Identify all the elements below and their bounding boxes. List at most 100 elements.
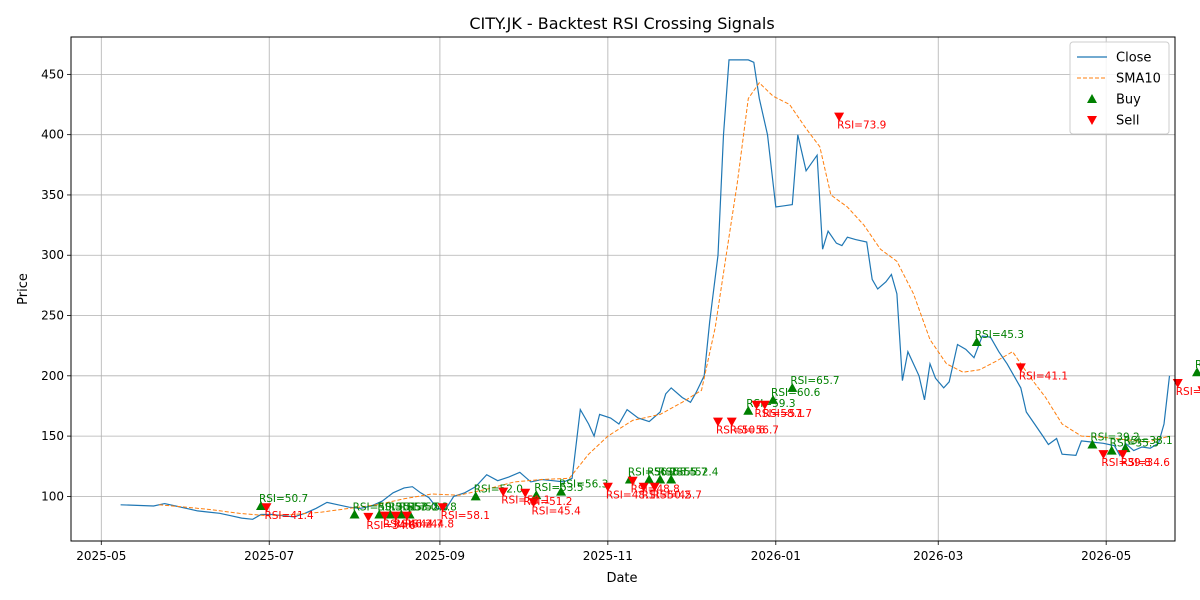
buy-marker <box>396 509 407 519</box>
buy-label: RSI=54.0 <box>1195 359 1200 371</box>
sell-label: RSI=51.1 <box>501 495 550 507</box>
legend-box <box>1069 41 1170 135</box>
buy-marker <box>1120 443 1131 453</box>
sell-label: RSI=57.7 <box>763 408 812 420</box>
x-tick-label: 2026-03 <box>913 549 963 563</box>
buy-marker <box>787 382 798 392</box>
plot-frame <box>70 36 1176 542</box>
buy-marker <box>255 501 266 511</box>
sell-label: RSI=41.4 <box>264 510 314 522</box>
sell-marker <box>834 112 845 122</box>
grid-lines <box>71 37 1175 541</box>
sell-label: RSI=50.2 <box>642 490 691 502</box>
buy-marker <box>971 337 982 347</box>
series-close-line <box>120 59 1171 520</box>
y-tick-label: 250 <box>41 309 64 323</box>
legend-label-sell: Sell <box>1116 114 1139 129</box>
buy-marker <box>349 509 360 519</box>
buy-label: RSI=38.1 <box>1123 435 1172 447</box>
x-tick-label: 2025-11 <box>583 549 633 563</box>
buy-label: RSI=56.3 <box>559 479 608 491</box>
sell-marker <box>638 482 649 492</box>
buy-marker <box>556 486 567 496</box>
buy-label: RSI=52.0 <box>474 483 523 495</box>
sell-label: RSI=51.2 <box>1176 386 1200 398</box>
sell-label: RSI=39.8 <box>1101 457 1150 469</box>
legend-label-sma10: SMA10 <box>1116 72 1161 87</box>
sell-marker <box>498 487 509 497</box>
sell-label: RSI=45.4 <box>532 505 582 517</box>
buy-marker <box>666 474 677 484</box>
x-tick-label: 2025-09 <box>415 549 465 563</box>
sell-marker <box>390 511 401 521</box>
y-axis-label: Price <box>16 273 31 305</box>
sell-label: RSI=34.6 <box>366 520 416 532</box>
sell-marker <box>602 482 613 492</box>
buy-marker <box>374 509 385 519</box>
buy-marker <box>655 474 666 484</box>
sell-marker <box>1197 386 1200 391</box>
x-axis-label: Date <box>606 571 637 586</box>
sell-marker <box>363 512 374 522</box>
sell-marker <box>401 511 412 521</box>
sell-label: RSI=44.7 <box>394 519 443 531</box>
legend-buy-swatch <box>1087 94 1097 103</box>
y-tick-label: 100 <box>41 489 64 503</box>
y-tick-label: 450 <box>41 67 64 81</box>
sell-marker <box>759 400 770 410</box>
sell-label: RSI=46.2 <box>383 519 432 531</box>
legend: Close SMA10 Buy Sell <box>1069 41 1170 135</box>
sell-label: RSI=58.1 <box>441 510 490 522</box>
buy-label: RSI=60.6 <box>771 387 821 399</box>
sell-marker <box>261 503 272 513</box>
sell-marker <box>726 417 737 427</box>
y-tick-label: 150 <box>41 429 64 443</box>
sell-label: RSI=48.1 <box>606 490 655 502</box>
sell-marker <box>379 511 390 521</box>
buy-marker <box>743 405 754 415</box>
x-tick-label: 2026-05 <box>1081 549 1131 563</box>
sell-marker <box>649 482 660 492</box>
sell-label: RSI=44.8 <box>405 519 454 531</box>
buy-label: RSI=52.4 <box>669 467 719 479</box>
sell-marker <box>1117 450 1128 460</box>
buy-label: RSI=55.7 <box>658 467 707 479</box>
buy-label: RSI=51.7 <box>377 501 426 513</box>
y-axis-ticks: 100 150 200 250 300 350 400 450 <box>41 67 71 503</box>
buy-label: RSI=39.2 <box>1090 432 1139 444</box>
series-layer <box>120 59 1171 520</box>
buy-label: RSI=50.3 <box>353 501 402 513</box>
legend-sell-swatch <box>1087 116 1097 125</box>
y-tick-label: 200 <box>41 369 64 383</box>
sell-marker <box>751 400 762 410</box>
chart-title: CITY.JK - Backtest RSI Crossing Signals <box>469 14 774 33</box>
buy-label: RSI=65.7 <box>790 375 839 387</box>
signal-markers: RSI=50.7 RSI=50.3RSI=51.7RSI=53.0RSI=52.3… <box>255 112 1200 532</box>
sell-label: RSI=50.6 <box>716 425 766 437</box>
buy-label: RSI=53.0 <box>388 501 437 513</box>
sell-marker <box>528 498 539 508</box>
x-axis-ticks: 2025-05 2025-07 2025-09 2025-11 2026-01 2026-… <box>76 541 1131 563</box>
sell-marker <box>520 488 531 498</box>
sell-label: RSI=41.1 <box>1019 370 1068 382</box>
buy-label: RSI=45.3 <box>975 329 1024 341</box>
buy-marker <box>470 491 481 501</box>
y-tick-label: 400 <box>41 128 64 142</box>
x-tick-label: 2025-07 <box>244 549 294 563</box>
series-sma10-line <box>159 82 1170 517</box>
buy-label: RSI=50.7 <box>259 493 308 505</box>
buy-marker <box>768 394 779 404</box>
legend-label-buy: Buy <box>1116 93 1141 108</box>
sell-marker <box>712 417 723 427</box>
buy-label: RSI=35.3 <box>1110 438 1159 450</box>
y-tick-label: 300 <box>41 248 64 262</box>
sell-label: RSI=45.7 <box>653 490 702 502</box>
legend-label-close: Close <box>1116 51 1151 66</box>
sell-marker <box>1015 363 1026 373</box>
buy-marker <box>1087 439 1098 449</box>
buy-marker <box>385 509 396 519</box>
buy-label: RSI=55.5 <box>647 467 696 479</box>
buy-marker <box>1106 445 1117 455</box>
